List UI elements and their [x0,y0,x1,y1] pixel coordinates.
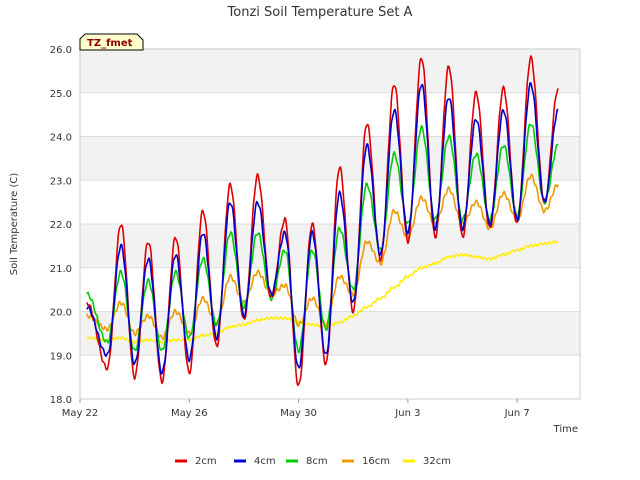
series-line-4cm [86,82,559,375]
y-tick-label: 18.0 [50,395,72,406]
legend: 2cm 4cm 8cm 16cm 32cm [175,456,451,467]
grid-band [80,224,580,268]
x-tick-label: Jun 7 [504,408,530,419]
grid-bands [80,48,580,400]
grid-band [80,355,580,399]
grid-band [80,136,580,181]
y-tick-label: 25.0 [50,89,72,100]
x-tick-label: Jun 3 [394,408,420,419]
y-tick-label: 19.0 [50,351,72,362]
y-tick-label: 23.0 [50,176,72,187]
legend-label-2cm: 2cm [195,456,217,467]
y-axis-label: Soil Temperature (C) [9,173,20,276]
legend-label-16cm: 16cm [362,456,390,467]
legend-label-4cm: 4cm [254,456,276,467]
y-tick-label: 20.0 [50,308,72,319]
annotation-text: TZ_fmet [87,38,133,49]
x-tick-label: May 30 [280,408,317,419]
grid-band [80,92,580,137]
y-tick-label: 22.0 [50,220,72,231]
grid-band [80,180,580,224]
legend-label-8cm: 8cm [306,456,328,467]
y-tick-label: 21.0 [50,264,72,275]
annotation-box: TZ_fmet [79,33,144,51]
y-tick-label: 26.0 [50,45,72,56]
legend-label-32cm: 32cm [423,456,451,467]
x-tick-label: May 26 [171,408,208,419]
series-lines [86,55,559,387]
series-line-16cm [86,173,559,341]
plot-area-frame [79,48,581,400]
x-tick-label: May 22 [62,408,99,419]
chart-title: Tonzi Soil Temperature Set A [227,5,413,20]
grid-band [80,49,580,93]
x-axis-label: Time [553,424,578,435]
y-tick-label: 24.0 [50,133,72,144]
axis-ticks: 18.0 19.0 20.0 21.0 22.0 23.0 24.0 25.0 26.0 May … [50,45,530,419]
